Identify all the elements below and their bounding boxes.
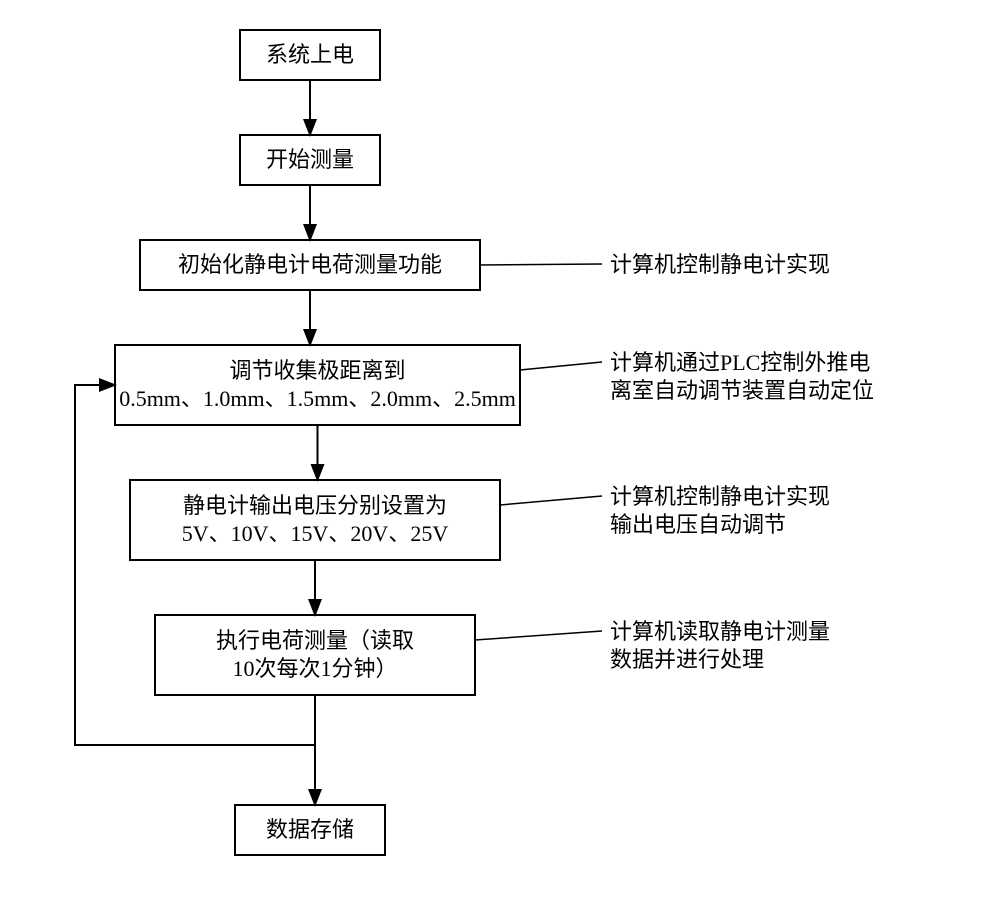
annotation-connector	[480, 264, 602, 265]
flow-box-text: 0.5mm、1.0mm、1.5mm、2.0mm、2.5mm	[119, 386, 516, 411]
flow-box-text: 开始测量	[266, 147, 354, 172]
flow-box-n4	[115, 345, 520, 425]
flow-box-text: 5V、10V、15V、20V、25V	[182, 521, 449, 546]
flow-box-text: 初始化静电计电荷测量功能	[178, 252, 442, 277]
annotation-text: 计算机通过PLC控制外推电	[610, 350, 870, 375]
flow-box-n6	[155, 615, 475, 695]
flow-box-text: 系统上电	[266, 42, 354, 67]
annotation-text: 数据并进行处理	[610, 647, 764, 672]
flow-box-text: 执行电荷测量（读取	[216, 628, 414, 653]
annotation-text: 输出电压自动调节	[610, 512, 786, 537]
annotation-text: 离室自动调节装置自动定位	[610, 378, 874, 403]
annotation-connector	[500, 496, 602, 505]
annotation-text: 计算机控制静电计实现	[610, 252, 830, 277]
flow-box-n5	[130, 480, 500, 560]
flow-box-text: 调节收集极距离到	[229, 358, 405, 383]
flow-box-text: 静电计输出电压分别设置为	[183, 493, 447, 518]
flow-box-text: 10次每次1分钟）	[232, 656, 397, 681]
annotation-text: 计算机控制静电计实现	[610, 484, 830, 509]
annotation-text: 计算机读取静电计测量	[610, 619, 830, 644]
annotation-connector	[520, 362, 602, 370]
annotation-connector	[475, 631, 602, 640]
flow-box-text: 数据存储	[266, 817, 354, 842]
